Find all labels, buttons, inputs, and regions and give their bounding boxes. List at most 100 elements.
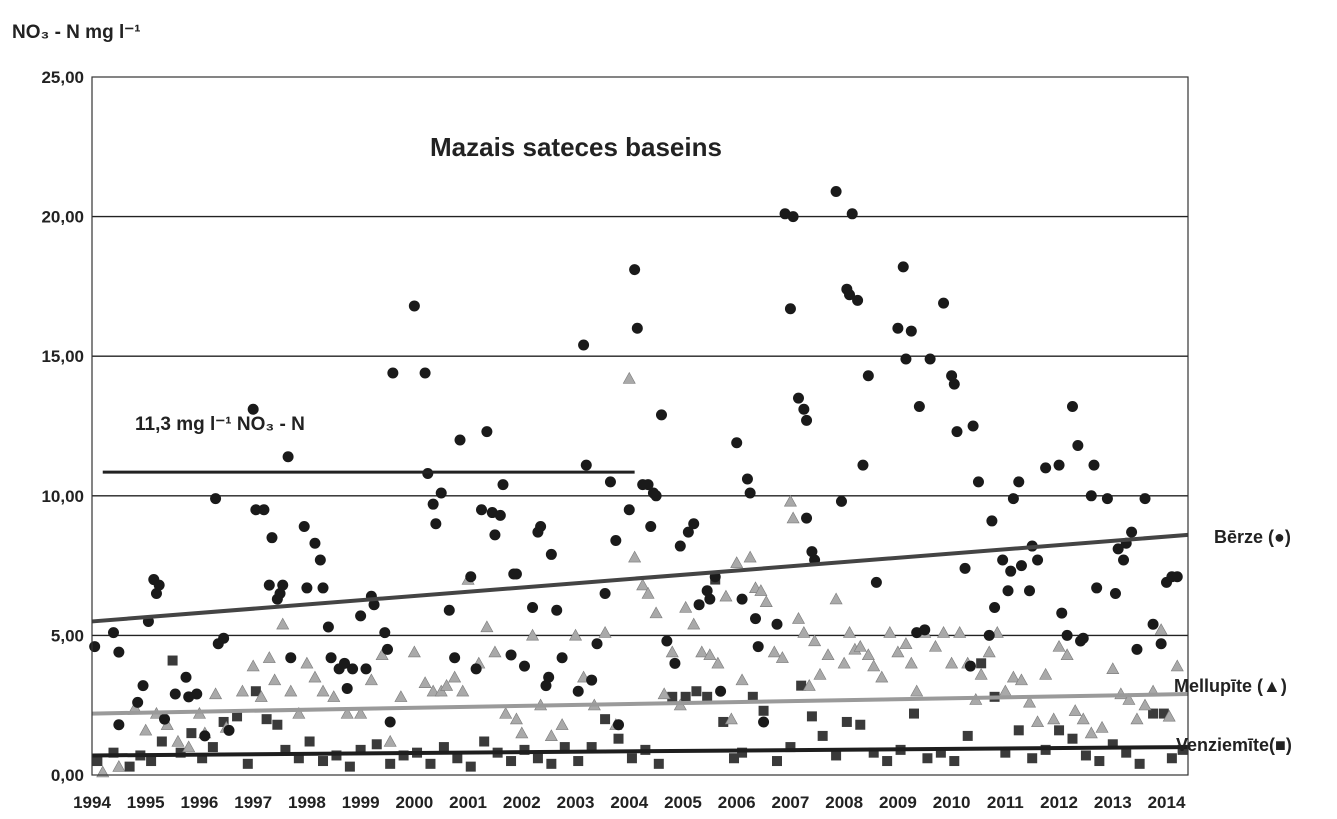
data-point-venziemite (371, 739, 382, 750)
data-point-mellupite (904, 656, 918, 669)
data-point-berze (368, 599, 380, 611)
data-point-venziemite (385, 758, 396, 769)
data-point-venziemite (1054, 725, 1065, 736)
data-point-venziemite (207, 742, 218, 753)
data-point-berze (900, 353, 912, 365)
data-point-berze (543, 671, 555, 683)
data-point-berze (1109, 588, 1121, 600)
data-point-mellupite (829, 592, 843, 605)
data-point-mellupite (209, 687, 223, 700)
trend-line-venziemite (91, 745, 1189, 758)
data-point-venziemite (1148, 708, 1159, 719)
data-point-berze (613, 719, 625, 731)
data-point-berze (578, 339, 590, 351)
data-point-berze (258, 504, 270, 516)
data-point-mellupite (759, 595, 773, 607)
data-point-venziemite (613, 733, 624, 744)
chart-title: Mazais sateces baseins (430, 132, 722, 162)
data-point-berze (435, 487, 447, 499)
data-point-venziemite (976, 658, 987, 669)
data-point-venziemite (758, 705, 769, 716)
data-point-berze (341, 682, 353, 694)
data-point-venziemite (586, 742, 597, 753)
data-point-berze (150, 588, 162, 600)
data-point-venziemite (452, 753, 463, 764)
data-point-venziemite (1013, 725, 1024, 736)
data-point-berze (642, 479, 654, 491)
data-point-berze (408, 300, 420, 312)
data-point-berze (715, 685, 727, 697)
data-point-mellupite (235, 684, 249, 697)
data-point-berze (661, 635, 673, 647)
data-point-mellupite (982, 645, 996, 658)
data-point-mellupite (679, 600, 693, 613)
data-point-berze (137, 680, 149, 692)
data-point-mellupite (480, 620, 494, 633)
data-point-berze (218, 632, 230, 644)
data-point-mellupite (418, 676, 432, 688)
data-point-venziemite (261, 714, 272, 725)
data-point-venziemite (747, 691, 758, 702)
series-label-venziemite: Venziemīte(■) (1176, 735, 1292, 755)
data-point-venziemite (167, 655, 178, 666)
data-point-berze (510, 568, 522, 580)
x-tick-label: 2005 (664, 793, 702, 812)
data-point-venziemite (1027, 753, 1038, 764)
data-point-venziemite (546, 758, 557, 769)
data-point-berze (1024, 585, 1036, 597)
x-tick-label: 1999 (342, 793, 380, 812)
data-point-berze (750, 613, 762, 625)
data-point-mellupite (308, 670, 322, 683)
data-point-mellupite (754, 584, 768, 596)
data-point-berze (1072, 440, 1084, 452)
data-point-mellupite (340, 706, 354, 719)
data-point-mellupite (515, 726, 529, 739)
data-point-mellupite (813, 667, 827, 680)
data-point-mellupite (719, 589, 733, 602)
data-point-venziemite (197, 753, 208, 764)
data-point-berze (946, 370, 958, 382)
data-point-mellupite (1060, 648, 1074, 661)
data-point-mellupite (292, 706, 306, 719)
data-point-venziemite (479, 736, 490, 747)
data-point-venziemite (304, 736, 315, 747)
data-point-mellupite (1084, 726, 1098, 739)
data-point-mellupite (262, 651, 276, 663)
plot-area-frame (91, 76, 1189, 776)
data-point-berze (325, 652, 337, 664)
data-point-venziemite (626, 753, 637, 764)
data-point-mellupite (171, 734, 185, 747)
data-point-berze (1139, 493, 1151, 505)
data-point-berze (1061, 629, 1073, 641)
data-point-mellupite (383, 734, 397, 747)
x-tick-label: 2003 (557, 793, 595, 812)
data-point-venziemite (796, 680, 807, 691)
data-point-berze (846, 208, 858, 220)
data-point-venziemite (318, 756, 329, 767)
data-point-berze (489, 529, 501, 541)
x-tick-label: 2006 (718, 793, 756, 812)
data-point-berze (210, 493, 222, 505)
data-point-berze (599, 588, 611, 600)
data-point-venziemite (250, 686, 261, 697)
data-point-mellupite (407, 645, 421, 658)
data-point-berze (535, 521, 547, 533)
data-point-berze (250, 504, 262, 516)
data-point-berze (381, 643, 393, 655)
data-point-mellupite (861, 648, 875, 661)
x-tick-label: 2004 (610, 793, 648, 812)
data-point-venziemite (729, 753, 740, 764)
data-point-mellupite (735, 673, 749, 686)
data-point-mellupite (254, 690, 268, 702)
data-point-berze (476, 504, 488, 516)
data-point-mellupite (945, 656, 959, 669)
data-point-berze (736, 593, 748, 605)
data-point-mellupite (1047, 712, 1061, 725)
data-point-berze (309, 537, 321, 549)
data-point-berze (798, 403, 810, 415)
data-point-mellupite (837, 656, 851, 669)
series-layer (89, 185, 1188, 778)
data-point-venziemite (272, 719, 283, 730)
data-point-venziemite (691, 686, 702, 697)
data-point-berze (801, 414, 813, 426)
